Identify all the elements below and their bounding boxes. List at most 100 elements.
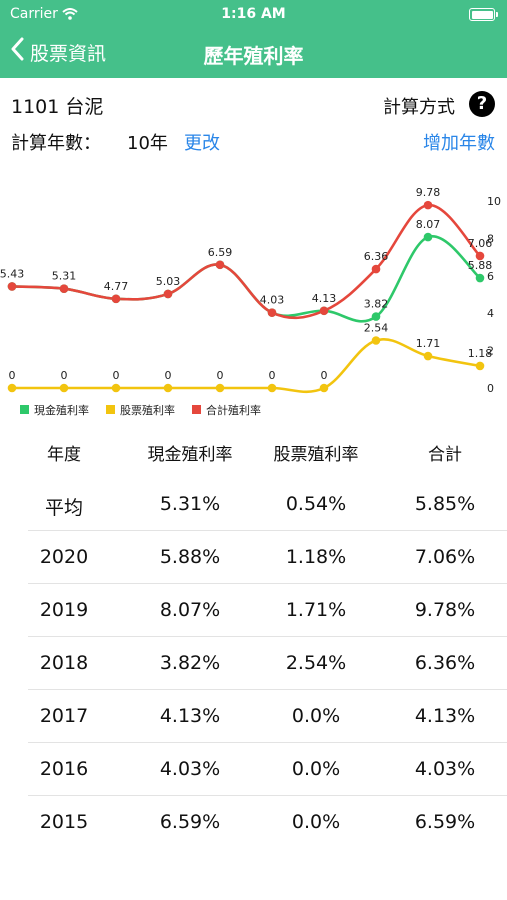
- data-label: 4.03: [260, 294, 285, 307]
- data-point: [423, 232, 433, 242]
- row-divider: [28, 689, 507, 690]
- cell-year: 2017: [39, 705, 89, 727]
- data-point: [111, 383, 121, 393]
- cell-cash: 3.82%: [159, 652, 221, 674]
- data-point: [371, 312, 381, 321]
- data-point: [59, 284, 69, 294]
- years-value: 10年: [127, 133, 168, 154]
- data-point: [163, 289, 173, 299]
- row-divider: [28, 742, 507, 743]
- data-label: 0: [165, 369, 172, 382]
- data-label: 7.06: [468, 237, 493, 250]
- cell-total: 9.78%: [414, 599, 476, 621]
- cell-total: 4.13%: [414, 705, 476, 727]
- data-point: [163, 383, 173, 393]
- table-row: 平均 5.31% 0.54% 5.85%: [0, 478, 507, 531]
- cell-year: 2016: [39, 758, 89, 780]
- data-point: [319, 306, 329, 316]
- cell-total: 6.36%: [414, 652, 476, 674]
- table-row: 2016 4.03% 0.0% 4.03%: [0, 743, 507, 796]
- cell-year: 2015: [39, 811, 89, 833]
- data-point: [267, 308, 277, 317]
- data-point: [423, 200, 433, 210]
- battery-icon: [469, 8, 498, 21]
- data-point: [371, 264, 381, 274]
- data-label: 5.88: [468, 259, 493, 272]
- data-point: [215, 383, 225, 393]
- calc-method-label[interactable]: 計算方式: [383, 97, 455, 118]
- legend-swatch: [192, 405, 201, 414]
- data-point: [7, 282, 17, 291]
- cell-cash: 8.07%: [159, 599, 221, 621]
- table-row: 2017 4.13% 0.0% 4.13%: [0, 690, 507, 743]
- cell-stock: 2.54%: [285, 652, 347, 674]
- data-point: [59, 383, 69, 393]
- data-point: [267, 383, 277, 393]
- nav-header: Carrier 1:16 AM 股票資訊 歷年殖利率: [0, 0, 507, 78]
- data-point: [215, 260, 225, 270]
- data-label: 6.59: [208, 246, 233, 259]
- data-label: 2.54: [364, 322, 389, 335]
- data-label: 5.43: [0, 267, 24, 280]
- data-label: 0: [61, 369, 68, 382]
- cell-year: 平均: [44, 497, 83, 519]
- header-stock: 股票殖利率: [273, 445, 359, 465]
- legend-swatch: [20, 405, 29, 414]
- cell-total: 5.85%: [414, 493, 476, 515]
- data-label: 0: [9, 369, 16, 382]
- cell-year: 2020: [39, 546, 89, 568]
- table-row: 2018 3.82% 2.54% 6.36%: [0, 637, 507, 690]
- data-point: [111, 294, 121, 304]
- table-row: 2019 8.07% 1.71% 9.78%: [0, 584, 507, 637]
- cell-stock: 0.0%: [291, 758, 341, 780]
- data-label: 4.13: [312, 292, 337, 305]
- series-line: [12, 338, 481, 394]
- cell-total: 4.03%: [414, 758, 476, 780]
- data-label: 5.03: [156, 275, 181, 288]
- cell-cash: 4.13%: [159, 705, 221, 727]
- carrier-label: Carrier: [10, 6, 58, 22]
- legend-label: 股票殖利率: [120, 403, 175, 417]
- change-years-button[interactable]: 更改: [184, 133, 220, 154]
- legend-swatch: [106, 405, 115, 414]
- cell-total: 7.06%: [414, 546, 476, 568]
- back-button-label: 股票資訊: [30, 42, 107, 65]
- y-tick-label: 2: [487, 345, 494, 358]
- y-tick-label: 10: [487, 195, 501, 208]
- data-point: [423, 351, 433, 361]
- cell-cash: 5.31%: [159, 493, 221, 515]
- cell-stock: 0.54%: [285, 493, 347, 515]
- data-label: 5.31: [52, 270, 77, 283]
- help-icon[interactable]: ?: [469, 91, 495, 117]
- data-label: 4.77: [104, 280, 129, 293]
- cell-total: 6.59%: [414, 811, 476, 833]
- back-button[interactable]: 股票資訊: [10, 37, 107, 66]
- data-label: 6.36: [364, 250, 389, 263]
- y-tick-label: 0: [487, 382, 494, 395]
- data-label: 0: [321, 369, 328, 382]
- table-row: 2015 6.59% 0.0% 6.59%: [0, 796, 507, 849]
- data-label: 1.71: [416, 337, 441, 350]
- yield-chart: 0 2 4 6 8 10 0 0 0 0 0 0 0 2.54 1.71 1.18 3.82 8.07 5.88 5.…: [0, 186, 501, 417]
- cell-stock: 1.18%: [285, 546, 347, 568]
- series-line: [11, 235, 481, 323]
- page-title: 歷年殖利率: [203, 44, 304, 68]
- add-years-button[interactable]: 增加年數: [423, 133, 495, 154]
- cell-stock: 0.0%: [291, 705, 341, 727]
- cell-cash: 6.59%: [159, 811, 221, 833]
- row-divider: [28, 583, 507, 584]
- data-label: 9.78: [416, 186, 441, 199]
- stock-name: 1101 台泥: [11, 96, 104, 118]
- data-label: 0: [269, 369, 276, 382]
- data-label: 0: [113, 369, 120, 382]
- wifi-icon: [62, 8, 78, 24]
- data-point: [475, 361, 485, 371]
- status-time: 1:16 AM: [221, 6, 286, 22]
- legend-label: 現金殖利率: [34, 403, 89, 417]
- cell-stock: 1.71%: [285, 599, 347, 621]
- row-divider: [28, 795, 507, 796]
- cell-cash: 4.03%: [159, 758, 221, 780]
- table-header: 年度 現金殖利率 股票殖利率 合計: [0, 440, 507, 470]
- cell-stock: 0.0%: [291, 811, 341, 833]
- data-label: 1.18: [468, 347, 493, 360]
